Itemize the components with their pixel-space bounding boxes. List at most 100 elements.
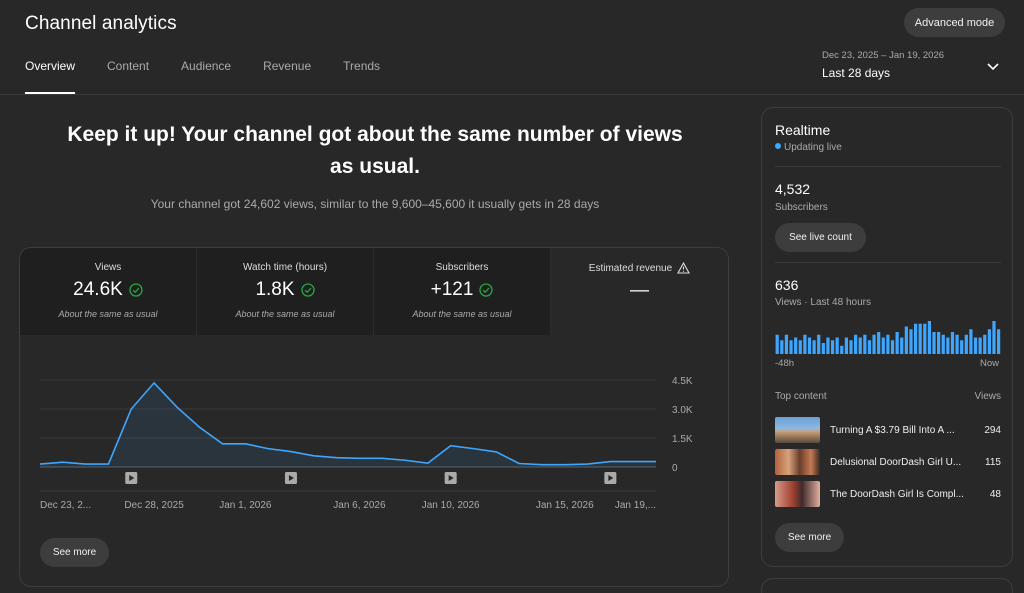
y-tick-label: 3.0K [672,405,693,416]
metric-label: Views [94,262,122,273]
top-content-item[interactable]: Turning A $3.79 Bill Into A ... 294 [775,417,1001,443]
realtime-subscribers-value: 4,532 [775,181,811,197]
realtime-bar [969,329,973,354]
realtime-bar [909,329,913,354]
realtime-bar [784,334,789,354]
realtime-bar [900,337,904,354]
metric-views[interactable]: Views 24.6K About the same as usual [20,248,197,335]
tab-trends[interactable]: Trends [343,59,381,73]
x-tick-label: Jan 19,... [615,500,656,511]
metric-label: Estimated revenue [588,262,673,274]
realtime-bar [937,332,941,354]
realtime-bar [863,334,867,354]
tab-revenue[interactable]: Revenue [263,59,312,73]
check-circle-icon [300,283,315,297]
y-tick-label: 0 [672,463,678,474]
realtime-bar [867,340,872,354]
page-title: Channel analytics [25,13,177,34]
video-thumbnail [775,449,820,475]
video-title: The DoorDash Girl Is Compl... [830,488,964,500]
realtime-live-label: Updating live [784,142,842,153]
video-marker-icon [125,472,138,484]
views-line-chart: 4.5K 3.0K 1.5K 0 Dec 23, 2... Dec 28, 2025 Jan… [39,376,693,511]
metric-tabs: Views 24.6K About the same as usual Watc… [20,248,728,335]
realtime-bar [987,329,991,354]
realtime-bar [973,337,978,354]
top-content-label: Top content [775,391,827,402]
realtime-bar [886,334,890,354]
realtime-status: Updating live [775,142,842,153]
metric-revenue[interactable]: Estimated revenue — [551,248,728,335]
video-views: 48 [989,488,1001,500]
video-views: 115 [985,456,1001,468]
realtime-bar [964,334,968,354]
video-marker-icon [604,472,617,484]
realtime-bar [996,329,1001,354]
realtime-bar [960,340,964,354]
tab-overview[interactable]: Overview [25,58,76,94]
realtime-bar [794,337,798,354]
metric-label: Subscribers [435,262,489,273]
realtime-bar [904,326,908,354]
header-divider [0,94,1024,95]
realtime-bar [849,340,853,354]
tab-audience[interactable]: Audience [181,59,232,73]
realtime-bar [895,332,899,354]
realtime-bar [978,337,982,354]
see-live-count-button[interactable]: See live count [775,223,866,252]
video-marker-icon [444,472,457,484]
realtime-bar [830,340,835,354]
realtime-bar [872,334,876,354]
realtime-bar [826,337,830,354]
realtime-views-value: 636 [775,277,799,293]
metric-label: Watch time (hours) [242,262,328,273]
x-tick-label: Jan 15, 2026 [536,500,594,511]
realtime-see-more-button[interactable]: See more [775,523,844,552]
x-tick-label: Dec 23, 2... [40,500,91,511]
x-tick-label: Jan 10, 2026 [422,500,480,511]
live-dot-icon [775,142,781,149]
video-marker-icon [284,472,297,484]
realtime-bar [918,323,922,354]
top-content-item[interactable]: The DoorDash Girl Is Compl... 48 [775,481,1001,507]
realtime-bar [890,340,895,354]
check-circle-icon [479,283,494,297]
summary-headline: Keep it up! Your channel got about the s… [67,123,683,178]
realtime-bar [789,340,793,354]
realtime-bar [927,321,932,354]
views-column-label: Views [974,391,1002,402]
metric-value: 1.8K [255,279,295,300]
chevron-down-icon[interactable] [985,58,1001,74]
metric-value: 24.6K [73,279,123,300]
date-range-picker[interactable]: Dec 23, 2025 – Jan 19, 2026 Last 28 days [822,50,944,80]
realtime-bar [844,337,848,354]
realtime-title: Realtime [775,122,831,138]
views-area [40,382,656,467]
divider [775,262,1001,263]
tab-content[interactable]: Content [107,59,150,73]
realtime-bar [840,345,844,354]
realtime-bar [955,334,959,354]
realtime-bar [812,340,816,354]
realtime-bar [775,334,779,354]
metric-value: +121 [430,279,474,300]
advanced-mode-button[interactable]: Advanced mode [904,8,1005,37]
realtime-bar [807,337,812,354]
warning-icon [677,262,691,274]
axis-start-label: -48h [775,358,795,369]
realtime-bar [821,343,825,354]
metric-watch-time[interactable]: Watch time (hours) 1.8K About the same a… [197,248,374,335]
x-tick-label: Jan 1, 2026 [219,500,272,511]
realtime-bar [817,334,821,354]
realtime-bar [877,332,881,354]
x-tick-label: Jan 6, 2026 [333,500,386,511]
metric-subscribers[interactable]: Subscribers +121 About the same as usual [374,248,551,335]
realtime-bar [923,323,927,354]
realtime-bar [932,332,936,354]
realtime-bar [854,334,858,354]
top-content-item[interactable]: Delusional DoorDash Girl U... 115 [775,449,1001,475]
see-more-button[interactable]: See more [40,538,109,567]
y-tick-label: 1.5K [672,434,693,445]
realtime-bar [983,334,987,354]
realtime-bar [803,334,807,354]
